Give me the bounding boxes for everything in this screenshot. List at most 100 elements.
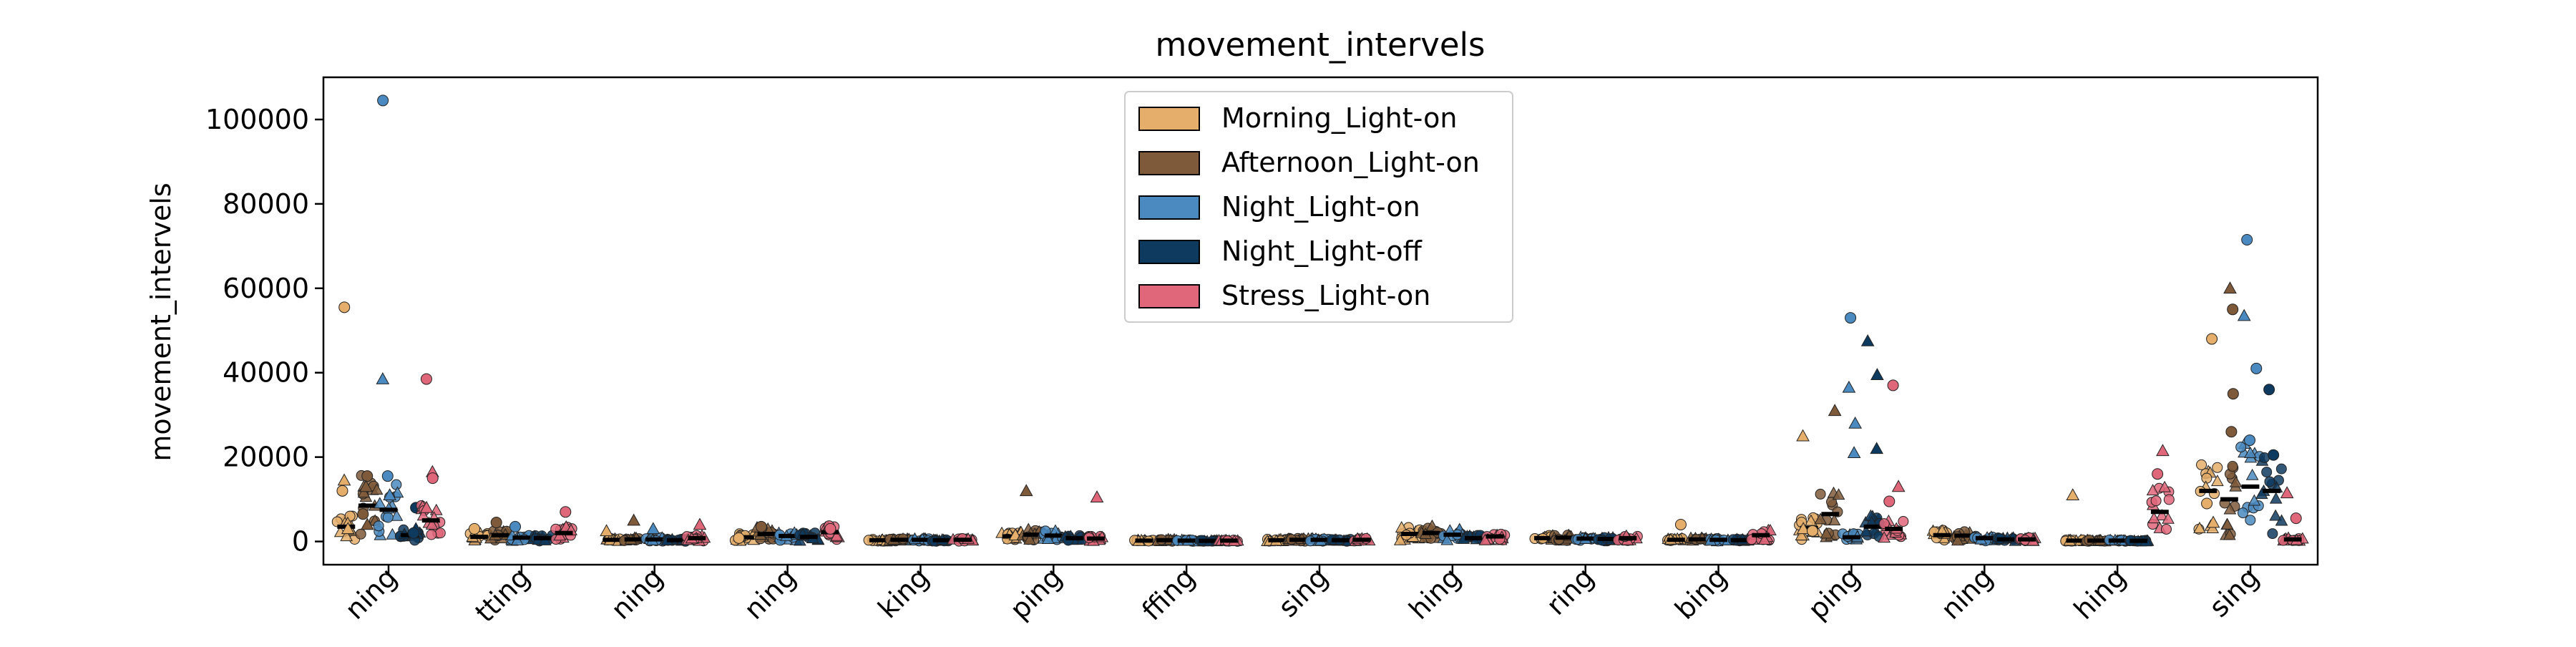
legend-swatch [1138, 284, 1200, 308]
outlier-point [426, 472, 439, 485]
data-point [1815, 488, 1826, 500]
outlier-point [733, 532, 745, 544]
legend-swatch [1138, 151, 1200, 175]
outlier-point [2244, 434, 2256, 447]
data-point [2196, 459, 2207, 470]
outlier-point [693, 517, 707, 530]
data-point [2264, 476, 2275, 487]
outlier-point [2227, 303, 2239, 316]
outlier-point [336, 485, 348, 497]
data-point [391, 479, 402, 490]
outlier-point [2237, 308, 2251, 321]
outlier-point [1848, 416, 1862, 429]
legend-label: Night_Light-off [1221, 235, 1423, 267]
x-tick-label: sing [2203, 561, 2265, 623]
x-tick-label: ring [1540, 561, 1600, 621]
outlier-point [2206, 333, 2218, 345]
x-tick-label: hing [2068, 561, 2132, 626]
outlier-point [490, 517, 502, 529]
outlier-point [2227, 388, 2239, 400]
data-point [391, 486, 404, 498]
data-point [1859, 525, 1873, 537]
outlier-point [2241, 234, 2253, 245]
data-point [2269, 509, 2282, 521]
outlier-point [2066, 488, 2080, 501]
data-point [2275, 514, 2288, 526]
data-point [2269, 492, 2283, 504]
outlier-point [1887, 379, 1899, 391]
x-tick-label: ffing [1136, 561, 1201, 626]
outlier-point [1019, 484, 1033, 497]
y-tick-label: 40000 [223, 357, 309, 389]
outlier-point [337, 473, 351, 486]
y-tick-label: 80000 [223, 188, 309, 220]
data-point [373, 520, 384, 532]
data-point [1832, 488, 1845, 500]
data-point [390, 509, 404, 521]
outlier-point [1796, 429, 1810, 442]
legend-swatch [1138, 107, 1200, 131]
y-tick-label: 60000 [223, 273, 309, 304]
data-point [2267, 528, 2278, 540]
outlier-point [824, 522, 836, 535]
outlier-point [1674, 518, 1687, 530]
y-tick-label: 100000 [205, 104, 309, 135]
outlier-point [2290, 512, 2302, 525]
outlier-point [419, 500, 434, 513]
data-point [2158, 480, 2171, 492]
outlier-point [2225, 426, 2238, 438]
outlier-point [407, 527, 419, 539]
data-point [2245, 468, 2259, 480]
outlier-point [1828, 404, 1842, 417]
data-point [425, 517, 439, 530]
data-point [1041, 532, 1055, 545]
outlier-point [381, 470, 394, 482]
series-Afternoon_Light-on [355, 281, 2243, 547]
data-point [2223, 528, 2236, 540]
data-point [1393, 533, 1407, 545]
data-point [2201, 472, 2212, 484]
outlier-point [627, 513, 640, 526]
data-point [355, 528, 366, 540]
data-point [382, 512, 394, 523]
data-point [1878, 518, 1890, 530]
data-point [2229, 475, 2243, 487]
data-point [2245, 515, 2256, 526]
data-point [2255, 487, 2268, 500]
data-point [2211, 475, 2224, 487]
data-point [340, 530, 353, 542]
data-point [2212, 462, 2223, 473]
data-point [2248, 494, 2261, 506]
data-point [830, 529, 844, 541]
data-point [370, 483, 384, 495]
x-tick-label: king [872, 561, 935, 624]
data-point [357, 486, 371, 498]
x-tick-label: ning [339, 561, 404, 626]
outlier-point [469, 522, 481, 535]
data-point [1757, 533, 1771, 545]
data-point [1820, 527, 1833, 539]
outlier-point [560, 506, 572, 518]
data-point [2261, 467, 2273, 478]
outlier-point [2201, 497, 2213, 510]
data-point [2223, 502, 2237, 515]
outlier-point [359, 480, 373, 492]
data-point [2163, 494, 2175, 505]
outlier-point [646, 522, 660, 535]
outlier-point [361, 470, 374, 482]
legend: Morning_Light-on Afternoon_Light-on Night_… [1124, 91, 1513, 323]
y-tick-label: 20000 [223, 442, 309, 473]
legend-box [1124, 91, 1513, 323]
y-axis-label: movement_intervels [145, 183, 177, 461]
outlier-point [509, 520, 522, 532]
outlier-point [1891, 480, 1906, 492]
data-point [2147, 512, 2161, 524]
x-tick-label: ping [1004, 561, 1068, 626]
data-point [1795, 529, 1808, 541]
data-point [2155, 509, 2169, 520]
outlier-point [1883, 495, 1896, 507]
series-Morning_Light-on [331, 301, 2224, 547]
x-tick-label: ning [605, 561, 669, 626]
data-point [2238, 507, 2249, 519]
